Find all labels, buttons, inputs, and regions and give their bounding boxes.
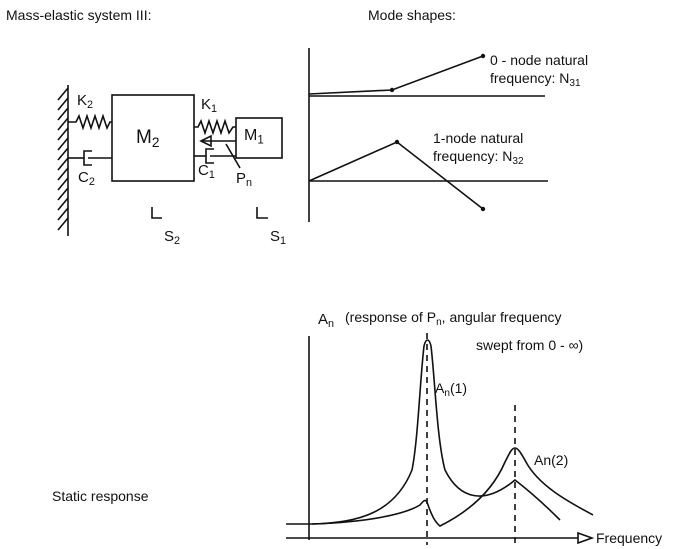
damper-c1: [194, 148, 236, 164]
mode1-label-line2: frequency: N32: [433, 148, 524, 168]
spring-k1: [194, 118, 236, 136]
label-k2: K2: [77, 92, 94, 112]
response-xlabel: Frequency: [596, 530, 663, 546]
label-s2: S2: [164, 228, 181, 248]
label-m1: M1: [244, 127, 264, 147]
response-curve-an2: [311, 447, 594, 527]
response-ylabel: An: [318, 311, 335, 331]
response-x-arrowhead: [577, 531, 595, 545]
mode1-label-line1: 1-node natural: [433, 130, 524, 146]
peak-label-an2: An(2): [534, 452, 569, 468]
label-k1: K1: [201, 96, 218, 116]
left-title: Mass-elastic system III:: [6, 7, 152, 23]
label-m2: M2: [136, 127, 160, 151]
displacement-s1-marker: [256, 207, 268, 219]
peak-label-an1: An(1): [435, 380, 468, 400]
damper-c2: [68, 150, 112, 166]
mode0-label-line1: 0 - node natural: [490, 52, 589, 68]
label-c2: C2: [78, 169, 95, 189]
response-curve-an1: [311, 339, 561, 525]
spring-k2: [68, 113, 112, 131]
label-pn: Pn: [236, 170, 253, 190]
mass-m1-box: [235, 117, 283, 159]
response-note-line2: swept from 0 - ∞): [476, 337, 584, 353]
force-pn-arrow: [199, 134, 241, 169]
label-c1: C1: [198, 162, 215, 182]
mode0-shape: [308, 55, 484, 95]
wall: [57, 85, 69, 236]
label-s1: S1: [270, 228, 287, 248]
mode0-label-line2: frequency: N31: [490, 70, 581, 90]
response-note-line1: (response of Pn, angular frequency: [345, 309, 562, 329]
mass-m2-box: [111, 94, 195, 182]
right-title: Mode shapes:: [368, 7, 456, 23]
static-response-label: Static response: [52, 488, 149, 504]
displacement-s2-marker: [151, 207, 162, 219]
